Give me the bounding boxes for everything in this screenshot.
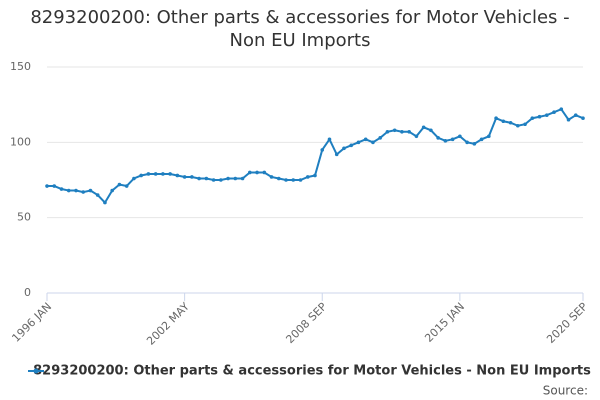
point [356,140,361,145]
point [559,107,564,111]
legend-label: 8293200200: Other parts & accessories fo… [33,364,591,379]
point [429,128,433,133]
point [161,172,165,176]
source: Source: [543,384,588,398]
point [487,134,491,139]
point [305,175,310,179]
point [248,170,252,175]
point [566,117,571,122]
point [190,175,194,179]
point [349,143,354,148]
point [81,190,86,194]
point [465,140,469,145]
point [537,114,542,119]
point [276,176,281,181]
point [139,173,143,178]
point [508,120,513,125]
point [407,129,411,134]
point [182,175,187,179]
point [88,188,93,193]
y-tick-label: 0 [24,286,31,299]
point [400,129,404,134]
point [421,125,426,130]
line [47,107,584,205]
point [284,178,288,182]
point [103,200,107,205]
point [146,172,151,176]
x-tick-label: 2002 MAY [144,300,192,348]
x-tick-label: 2008 SEP [283,300,329,346]
chart-title: 8293200200: Other parts & accessories fo… [30,7,570,51]
point [371,140,375,145]
point [443,139,448,143]
point [494,116,498,121]
point [414,134,419,139]
x-tick-label: 2015 JAN [422,300,467,345]
point [204,176,209,181]
y-tick-label: 100 [10,135,31,148]
point [52,184,57,188]
point [219,178,223,182]
legend-marker [33,368,39,374]
point [255,170,259,175]
y-tick-label: 50 [17,211,31,224]
point [363,137,368,142]
point [45,184,49,188]
point [74,188,78,193]
point [211,178,216,182]
point [334,152,339,157]
point [313,173,317,178]
point [501,119,506,124]
point [552,110,556,114]
point [59,187,64,191]
x-tick-label: 1996 JAN [9,300,54,345]
point [342,146,346,151]
point [124,184,129,188]
point [298,178,303,182]
point [291,178,296,182]
point [269,175,274,179]
point [132,176,136,181]
point [385,129,390,134]
point [240,176,245,181]
point [450,137,455,142]
point [153,172,158,176]
point [327,137,332,142]
point [110,188,114,193]
point [523,122,527,127]
point [378,136,382,140]
point [472,142,477,146]
point [436,136,440,140]
point [320,148,325,152]
point [573,113,578,118]
point [233,176,238,181]
point [95,193,100,197]
point [117,182,122,187]
point [544,113,549,118]
point [66,188,71,193]
point [197,176,201,181]
point [516,123,520,128]
point [581,116,585,121]
point [392,128,397,133]
point [262,170,267,175]
point [530,116,535,121]
y-tick-label: 150 [10,60,31,73]
point [458,134,462,139]
point [479,137,484,142]
point [226,176,230,181]
x-tick-label: 2020 SEP [544,300,590,346]
point [175,173,180,178]
point [168,172,172,176]
